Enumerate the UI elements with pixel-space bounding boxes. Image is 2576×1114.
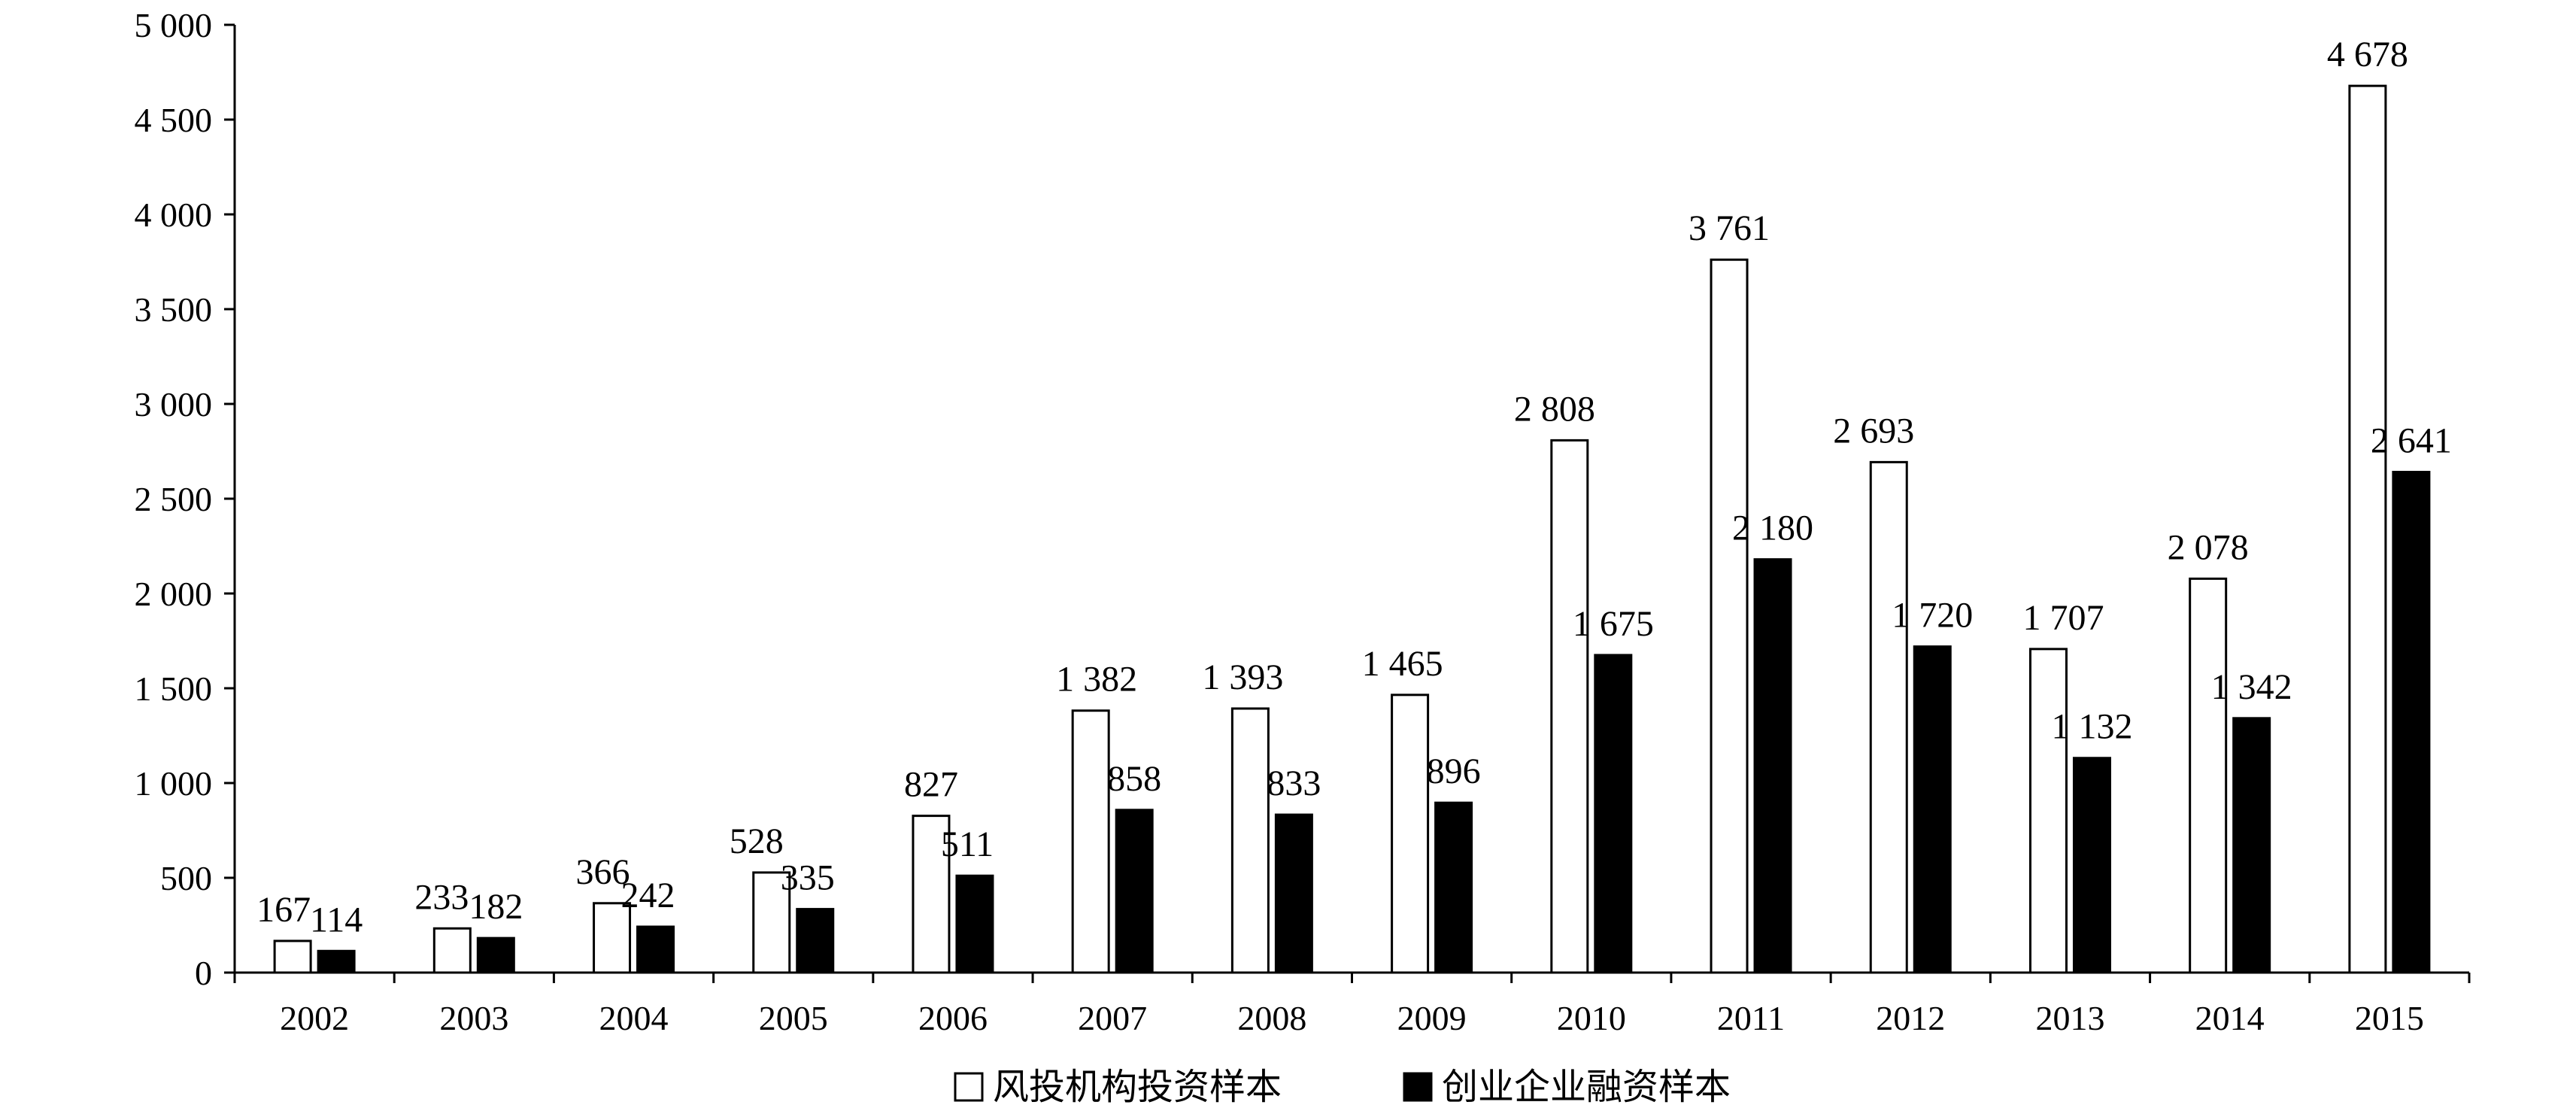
x-tick-label: 2002 — [280, 999, 349, 1037]
data-label-series-1-2007: 1 382 — [1056, 660, 1137, 700]
data-label-series-2-2003: 182 — [469, 887, 523, 927]
bar-series-2-2011 — [1753, 558, 1792, 974]
x-tick-label: 2010 — [1557, 999, 1626, 1037]
data-label-series-2-2004: 242 — [621, 876, 675, 915]
data-label-series-2-2005: 335 — [781, 858, 835, 898]
y-tick-label: 4 500 — [135, 101, 213, 139]
data-label-series-2-2013: 1 132 — [2051, 707, 2132, 747]
y-tick-label: 4 000 — [135, 196, 213, 234]
bar-series-2-2004 — [636, 925, 675, 974]
bar-series-2-2002 — [317, 949, 356, 974]
x-tick-label: 2007 — [1078, 999, 1147, 1037]
bar-series-1-2005 — [752, 871, 791, 974]
bar-series-1-2006 — [912, 815, 951, 974]
y-tick-label: 2 500 — [135, 480, 213, 518]
x-tick-label: 2008 — [1237, 999, 1306, 1037]
data-label-series-2-2012: 1 720 — [1892, 596, 1973, 636]
bar-series-2-2013 — [2072, 757, 2111, 974]
bar-series-2-2012 — [1913, 645, 1952, 974]
data-label-series-1-2009: 1 465 — [1362, 644, 1443, 684]
data-label-series-1-2003: 233 — [414, 877, 469, 917]
bar-series-2-2014 — [2232, 717, 2271, 974]
data-label-series-1-2006: 827 — [904, 765, 958, 805]
x-tick-label: 2009 — [1397, 999, 1467, 1037]
bar-series-2-2010 — [1594, 654, 1633, 974]
data-label-series-1-2005: 528 — [730, 821, 784, 861]
bar-series-1-2011 — [1710, 258, 1749, 974]
data-label-series-2-2015: 2 641 — [2371, 420, 2452, 460]
bar-series-1-2003 — [432, 927, 472, 974]
y-axis: 0 500 1 000 1 500 2 000 2 500 3 000 3 500 4 000 4… — [135, 6, 236, 992]
y-tick-label: 0 — [195, 954, 212, 992]
y-tick-label: 1 500 — [135, 669, 213, 708]
data-label-series-2-2014: 1 342 — [2211, 667, 2292, 707]
data-label-series-2-2009: 896 — [1427, 751, 1481, 791]
data-label-series-2-2008: 833 — [1267, 763, 1321, 803]
data-label-series-1-2015: 4 678 — [2327, 35, 2408, 74]
data-label-series-1-2013: 1 707 — [2022, 598, 2104, 638]
x-tick-label: 2015 — [2355, 999, 2424, 1037]
bar-series-2-2015 — [2392, 470, 2431, 974]
bar-series-1-2009 — [1391, 694, 1430, 974]
bar-series-2-2009 — [1434, 801, 1473, 974]
y-tick-label: 5 000 — [135, 6, 213, 44]
data-label-series-1-2011: 3 761 — [1689, 208, 1770, 248]
bar-series-1-2014 — [2189, 577, 2228, 974]
x-tick-label: 2005 — [759, 999, 828, 1037]
bar-series-1-2012 — [1869, 460, 1908, 974]
x-tick-label: 2012 — [1876, 999, 1945, 1037]
x-axis: 2002 2003 2004 2005 2006 2007 2008 2009 2010 2011… — [233, 971, 2471, 1037]
bar-series-2-2007 — [1115, 809, 1154, 974]
y-tick-label: 2 000 — [135, 575, 213, 613]
data-label-series-2-2011: 2 180 — [1732, 508, 1813, 548]
bar-series-1-2002 — [273, 939, 312, 974]
y-tick-label: 3 500 — [135, 290, 213, 329]
x-tick-label: 2011 — [1717, 999, 1785, 1037]
x-tick-label: 2003 — [439, 999, 508, 1037]
data-label-series-2-2010: 1 675 — [1573, 604, 1654, 644]
y-tick-label: 1 000 — [135, 764, 213, 803]
y-tick-label: 500 — [160, 859, 212, 897]
data-label-series-1-2004: 366 — [576, 852, 630, 892]
data-label-series-2-2002: 114 — [310, 900, 363, 939]
data-labels: 167 233 366 528 827 1 382 1 393 1 465 2 808 3 761… — [256, 35, 2452, 939]
y-tick-label: 3 000 — [135, 385, 213, 423]
bar-series-1-2013 — [2028, 648, 2068, 974]
data-label-series-2-2006: 511 — [941, 824, 994, 864]
bar-series-1-2015 — [2348, 84, 2387, 974]
legend-label-series-1: 风投机构投资样本 — [993, 1066, 1282, 1108]
bar-series-1-2008 — [1230, 707, 1270, 974]
bar-series-2-2005 — [796, 908, 835, 974]
data-label-series-2-2007: 858 — [1107, 759, 1161, 799]
x-tick-label: 2006 — [918, 999, 988, 1037]
data-label-series-1-2008: 1 393 — [1202, 657, 1283, 697]
data-label-series-1-2012: 2 693 — [1833, 411, 1914, 451]
legend-swatch-series-2 — [1403, 1072, 1433, 1102]
x-tick-label: 2004 — [599, 999, 669, 1037]
legend-label-series-2: 创业企业融资样本 — [1442, 1066, 1731, 1108]
bar-series-1-2007 — [1071, 709, 1110, 974]
bars — [273, 84, 2431, 974]
data-label-series-1-2014: 2 078 — [2168, 527, 2249, 567]
x-tick-label: 2014 — [2195, 999, 2265, 1037]
data-label-series-1-2010: 2 808 — [1514, 389, 1595, 429]
bar-series-2-2006 — [955, 874, 994, 974]
data-label-series-1-2002: 167 — [256, 890, 311, 930]
legend: 风投机构投资样本 创业企业融资样本 — [954, 1066, 1731, 1108]
bar-series-2-2008 — [1274, 813, 1313, 974]
legend-swatch-series-1 — [954, 1072, 984, 1102]
bar-series-2-2003 — [476, 936, 515, 974]
x-tick-label: 2013 — [2035, 999, 2104, 1037]
bar-series-1-2004 — [593, 902, 632, 974]
bar-series-1-2010 — [1550, 439, 1589, 974]
